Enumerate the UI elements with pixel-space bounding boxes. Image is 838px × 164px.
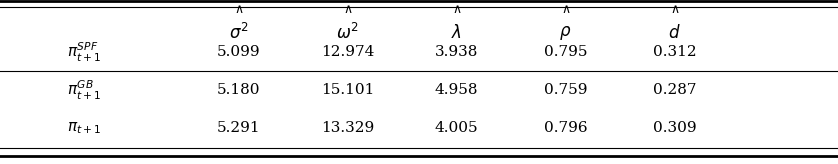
Text: 0.309: 0.309 <box>653 121 696 135</box>
Text: $\wedge$: $\wedge$ <box>343 3 353 16</box>
Text: 3.938: 3.938 <box>435 45 478 60</box>
Text: 5.291: 5.291 <box>217 121 261 135</box>
Text: 12.974: 12.974 <box>321 45 375 60</box>
Text: $\wedge$: $\wedge$ <box>452 3 462 16</box>
Text: 13.329: 13.329 <box>321 121 375 135</box>
Text: 0.287: 0.287 <box>653 83 696 97</box>
Text: 0.312: 0.312 <box>653 45 696 60</box>
Text: $\wedge$: $\wedge$ <box>234 3 244 16</box>
Text: $\wedge$: $\wedge$ <box>670 3 680 16</box>
Text: 0.796: 0.796 <box>544 121 587 135</box>
Text: $\lambda$: $\lambda$ <box>452 24 462 42</box>
Text: $\wedge$: $\wedge$ <box>561 3 571 16</box>
Text: 5.099: 5.099 <box>217 45 261 60</box>
Text: $\pi_{t+1}^{SPF}$: $\pi_{t+1}^{SPF}$ <box>67 41 101 64</box>
Text: $\pi_{t+1}^{GB}$: $\pi_{t+1}^{GB}$ <box>67 79 101 102</box>
Text: 0.795: 0.795 <box>544 45 587 60</box>
Text: 4.005: 4.005 <box>435 121 478 135</box>
Text: $d$: $d$ <box>668 24 681 42</box>
Text: 5.180: 5.180 <box>217 83 261 97</box>
Text: $\pi_{t+1}$: $\pi_{t+1}$ <box>67 120 101 136</box>
Text: $\omega^2$: $\omega^2$ <box>336 23 360 43</box>
Text: 15.101: 15.101 <box>321 83 375 97</box>
Text: $\sigma^2$: $\sigma^2$ <box>229 23 249 43</box>
Text: 0.759: 0.759 <box>544 83 587 97</box>
Text: $\rho$: $\rho$ <box>560 24 572 42</box>
Text: 4.958: 4.958 <box>435 83 478 97</box>
